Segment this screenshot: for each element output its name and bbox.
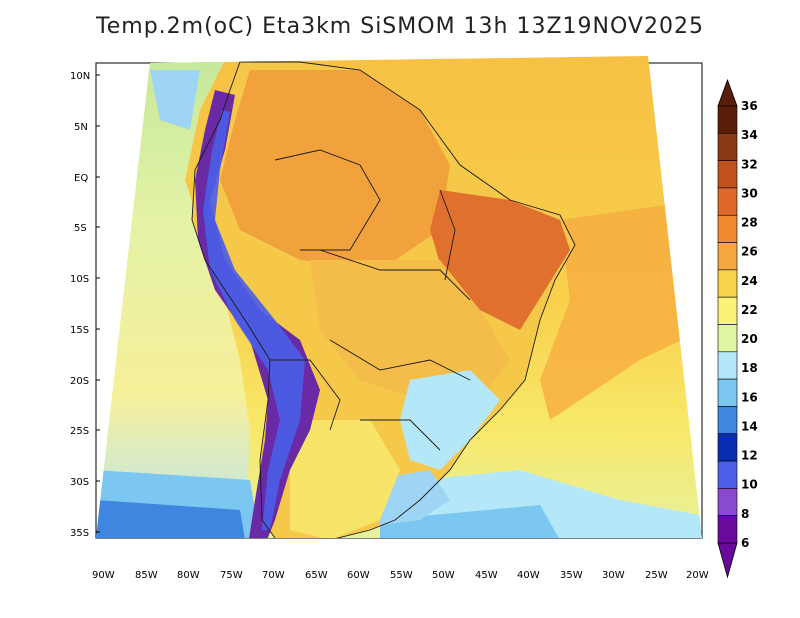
- central-brazil-region: [310, 260, 510, 400]
- colorbar-swatch: [717, 433, 738, 462]
- colorbar-top-arrow: [717, 78, 738, 107]
- andes-blue-fringe: [203, 110, 305, 530]
- lat-label-5s: 5S: [74, 223, 87, 234]
- lat-label-35s: 35S: [70, 528, 89, 539]
- political-boundaries: [191, 61, 576, 538]
- argentina-region: [290, 420, 400, 538]
- lat-label-30s: 30S: [70, 477, 89, 488]
- lon-label-85w: 85W: [135, 570, 158, 581]
- southeast-cool-region: [400, 370, 500, 470]
- colorbar-swatch: [717, 296, 738, 325]
- colorbar-label: 20: [741, 332, 758, 346]
- lon-label-35w: 35W: [560, 570, 583, 581]
- lon-label-25w: 25W: [645, 570, 668, 581]
- temperature-colorbar: 36 34 32 30 28 26 24 22 20 18 16 14 12 10 8 6: [717, 78, 758, 579]
- border-north: [274, 149, 381, 251]
- colorbar-label: 36: [741, 99, 758, 113]
- atlantic-warm-zone: [540, 200, 702, 420]
- lon-label-60w: 60W: [347, 570, 370, 581]
- lon-label-40w: 40W: [517, 570, 540, 581]
- border-south: [360, 419, 441, 451]
- colorbar-label: 34: [741, 128, 758, 142]
- longitude-axis: 90W 85W 80W 75W 70W 65W 60W 55W 50W 45W …: [92, 570, 709, 581]
- colorbar-label: 10: [741, 478, 758, 492]
- lat-label-10s: 10S: [70, 274, 89, 285]
- colorbar-label: 6: [741, 536, 749, 550]
- lon-label-70w: 70W: [262, 570, 285, 581]
- lon-label-55w: 55W: [390, 570, 413, 581]
- lat-label-15s: 15S: [70, 325, 89, 336]
- colorbar-label: 24: [741, 274, 758, 288]
- colorbar-swatch: [717, 460, 738, 489]
- continent-outline: [191, 61, 576, 538]
- colorbar-swatch: [717, 214, 738, 243]
- colorbar-swatch: [717, 269, 738, 298]
- southern-colder-band-east: [380, 505, 560, 538]
- latitude-axis: 10N 5N EQ 5S 10S 15S 20S 25S 30S 35S: [70, 71, 100, 539]
- colorbar-label: 14: [741, 419, 758, 433]
- colorbar-swatch: [717, 488, 738, 516]
- lon-label-75w: 75W: [220, 570, 243, 581]
- lon-label-20w: 20W: [686, 570, 709, 581]
- colorbar-label: 26: [741, 245, 758, 259]
- colorbar-swatch: [717, 515, 738, 544]
- map-title: Temp.2m(oC) Eta3km SiSMOM 13h 13Z19NOV20…: [96, 14, 704, 39]
- lat-label-5n: 5N: [74, 122, 88, 133]
- colorbar-swatch: [717, 242, 738, 271]
- lon-label-80w: 80W: [177, 570, 200, 581]
- colorbar-swatch: [717, 105, 738, 134]
- colorbar-label: 16: [741, 390, 758, 404]
- colorbar-label: 32: [741, 157, 758, 171]
- border-northeast: [439, 189, 456, 281]
- pacific-cool-patch: [150, 70, 200, 130]
- colorbar-bottom-arrow: [717, 542, 738, 579]
- border-bolivia: [270, 359, 341, 431]
- colorbar-label: 28: [741, 216, 758, 230]
- colorbar-swatch: [717, 160, 738, 189]
- border-central: [319, 249, 471, 301]
- lat-label-25s: 25S: [70, 426, 89, 437]
- colorbar-label: 18: [741, 361, 758, 375]
- lon-label-65w: 65W: [305, 570, 328, 581]
- colorbar-label: 12: [741, 449, 758, 463]
- colorbar-swatch: [717, 133, 738, 161]
- colorbar-swatch: [717, 187, 738, 216]
- lon-label-50w: 50W: [432, 570, 455, 581]
- southern-colder-band-west: [96, 500, 245, 538]
- colorbar-label: 8: [741, 507, 749, 521]
- colorbar-label: 22: [741, 303, 758, 317]
- colorbar-label: 30: [741, 186, 758, 200]
- colorbar-swatch: [717, 406, 738, 435]
- border-southwest: [329, 339, 471, 381]
- colorbar-swatch: [717, 378, 738, 407]
- temperature-field: [96, 56, 702, 538]
- lat-label-20s: 20S: [70, 376, 89, 387]
- colorbar-swatch: [717, 324, 738, 353]
- colorbar-swatch: [717, 351, 738, 380]
- lat-label-eq: EQ: [74, 173, 88, 184]
- lon-label-45w: 45W: [475, 570, 498, 581]
- lat-label-10n: 10N: [70, 71, 90, 82]
- amazon-warm-region: [220, 70, 450, 270]
- lon-label-30w: 30W: [602, 570, 625, 581]
- lon-label-90w: 90W: [92, 570, 115, 581]
